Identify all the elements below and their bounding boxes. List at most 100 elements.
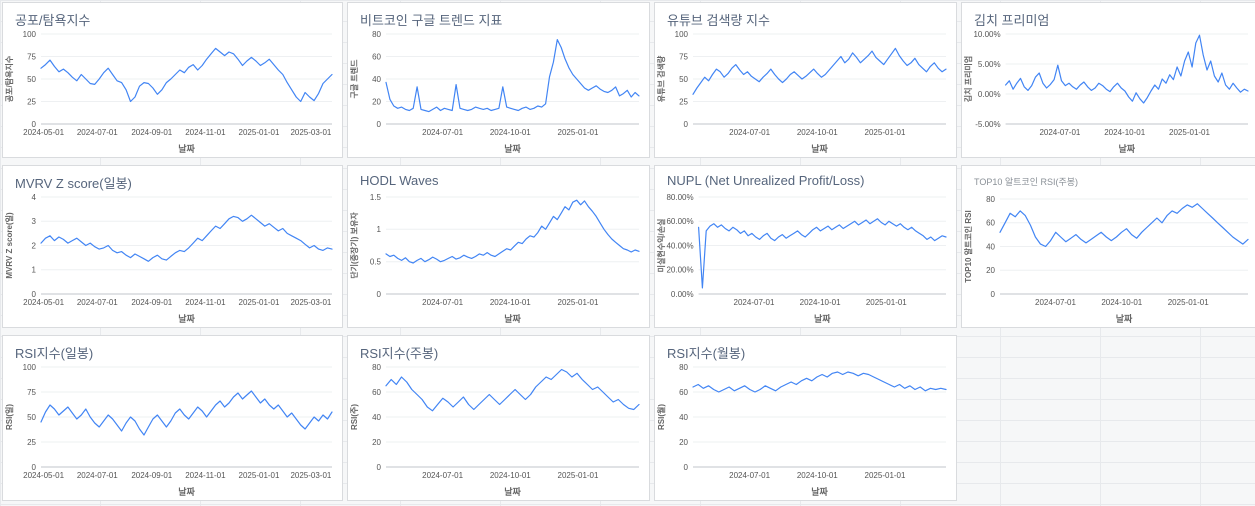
svg-text:2025-01-01: 2025-01-01 <box>558 471 599 480</box>
svg-text:5.00%: 5.00% <box>978 60 1001 69</box>
chart-title: 김치 프리미엄 <box>974 13 1050 28</box>
svg-text:2024-05-01: 2024-05-01 <box>23 298 64 307</box>
chart-title: NUPL (Net Unrealized Profit/Loss) <box>667 173 865 188</box>
svg-text:TOP10 알트코인 RSI: TOP10 알트코인 RSI <box>963 210 973 282</box>
chart-plot: 0 1 2 3 4 2024-05-01 2024-07-01 2024-09-01 2024-… <box>4 193 333 324</box>
chart-title: 유튜브 검색량 지수 <box>667 13 770 28</box>
chart-plot: 0 20 40 60 80 2024-07-01 2024-10-01 2025-01-01 날… <box>656 363 947 497</box>
svg-text:80.00%: 80.00% <box>666 193 693 202</box>
svg-text:60.00%: 60.00% <box>666 217 693 226</box>
svg-text:단기(중장기) 보유자: 단기(중장기) 보유자 <box>349 212 359 279</box>
svg-text:40: 40 <box>372 75 381 84</box>
svg-text:75: 75 <box>27 388 36 397</box>
svg-text:2025-01-01: 2025-01-01 <box>1168 298 1209 307</box>
svg-text:40: 40 <box>372 413 381 422</box>
svg-text:2025-01-01: 2025-01-01 <box>865 128 906 137</box>
chart-plot: 0 20 40 60 80 2024-07-01 2024-10-01 2025-01-01 날… <box>350 363 640 497</box>
svg-text:2024-10-01: 2024-10-01 <box>1104 128 1145 137</box>
svg-text:2025-01-01: 2025-01-01 <box>239 128 280 137</box>
svg-text:50: 50 <box>679 75 688 84</box>
chart-card-top10-altcoin-rsi-weekly[interactable]: TOP10 알트코인 RSI(주봉) 0 20 40 60 80 2024-07-01 20… <box>961 165 1255 328</box>
svg-text:40.00%: 40.00% <box>666 241 693 250</box>
chart-plot: 0 25 50 75 100 2024-05-01 2024-07-01 2024-09-01… <box>4 363 333 497</box>
svg-text:2024-10-01: 2024-10-01 <box>490 128 531 137</box>
svg-text:2024-09-01: 2024-09-01 <box>131 471 172 480</box>
svg-text:2024-07-01: 2024-07-01 <box>422 298 463 307</box>
chart-card-fear-greed-index[interactable]: 공포/탐욕지수 0 25 50 75 100 2024-05-01 2024-07-01 20… <box>2 2 343 158</box>
chart-card-rsi-monthly[interactable]: RSI지수(월봉) 0 20 40 60 80 2024-07-01 2024-10-01 2… <box>654 335 957 501</box>
svg-text:2024-07-01: 2024-07-01 <box>422 128 463 137</box>
chart-title: 공포/탐욕지수 <box>15 13 91 28</box>
svg-text:RSI(일): RSI(일) <box>4 404 14 430</box>
chart-card-hodl-waves[interactable]: HODL Waves 0 0.5 1 1.5 2024-07-01 2024-10-01 2… <box>347 165 650 328</box>
svg-text:2024-05-01: 2024-05-01 <box>23 471 64 480</box>
svg-text:2025-01-01: 2025-01-01 <box>1169 128 1210 137</box>
svg-text:50: 50 <box>27 413 36 422</box>
svg-text:2024-07-01: 2024-07-01 <box>77 298 118 307</box>
svg-text:2024-07-01: 2024-07-01 <box>729 128 770 137</box>
svg-text:100: 100 <box>23 30 37 39</box>
svg-text:0: 0 <box>684 463 689 472</box>
svg-text:0: 0 <box>991 290 996 299</box>
svg-text:2024-07-01: 2024-07-01 <box>1035 298 1076 307</box>
svg-text:김치 프리미엄: 김치 프리미엄 <box>963 56 973 102</box>
chart-title: RSI지수(주봉) <box>360 346 439 361</box>
svg-text:0: 0 <box>32 290 37 299</box>
svg-text:0: 0 <box>377 120 382 129</box>
svg-text:2025-01-01: 2025-01-01 <box>558 128 599 137</box>
svg-text:2: 2 <box>32 241 37 250</box>
chart-title: MVRV Z score(일봉) <box>15 176 132 191</box>
svg-text:2025-01-01: 2025-01-01 <box>866 298 907 307</box>
svg-text:100: 100 <box>23 363 37 372</box>
svg-text:75: 75 <box>27 52 36 61</box>
svg-text:2024-09-01: 2024-09-01 <box>131 128 172 137</box>
svg-text:2024-11-01: 2024-11-01 <box>185 128 226 137</box>
chart-card-mvrv-z-score-daily[interactable]: MVRV Z score(일봉) 0 1 2 3 4 2024-05-01 2024-07-… <box>2 165 343 328</box>
svg-text:구글 트렌드: 구글 트렌드 <box>349 59 359 99</box>
svg-text:2024-07-01: 2024-07-01 <box>77 128 118 137</box>
svg-text:0: 0 <box>32 120 37 129</box>
svg-text:MVRV Z score(일): MVRV Z score(일) <box>4 212 14 279</box>
chart-plot: 0 25 50 75 100 2024-05-01 2024-07-01 2024-09-01… <box>4 30 333 154</box>
svg-text:10.00%: 10.00% <box>973 30 1000 39</box>
chart-card-youtube-search-index[interactable]: 유튜브 검색량 지수 0 25 50 75 100 2024-07-01 2024-10-0… <box>654 2 957 158</box>
svg-text:2024-11-01: 2024-11-01 <box>185 471 226 480</box>
svg-text:60: 60 <box>372 52 381 61</box>
svg-text:0.00%: 0.00% <box>978 90 1001 99</box>
chart-card-rsi-daily[interactable]: RSI지수(일봉) 0 25 50 75 100 2024-05-01 2024-07-01… <box>2 335 343 501</box>
svg-text:60: 60 <box>372 388 381 397</box>
svg-text:2024-10-01: 2024-10-01 <box>797 471 838 480</box>
svg-text:80: 80 <box>372 363 381 372</box>
chart-card-nupl[interactable]: NUPL (Net Unrealized Profit/Loss) 0.00% 2… <box>654 165 957 328</box>
chart-plot: 0.00% 20.00% 40.00% 60.00% 80.00% 2024-07-01 2… <box>656 193 947 324</box>
svg-text:2024-07-01: 2024-07-01 <box>729 471 770 480</box>
svg-text:2024-10-01: 2024-10-01 <box>490 471 531 480</box>
svg-text:날짜: 날짜 <box>178 486 195 497</box>
svg-text:80: 80 <box>986 195 995 204</box>
svg-text:0: 0 <box>377 290 382 299</box>
svg-text:날짜: 날짜 <box>504 143 521 154</box>
svg-text:2024-07-01: 2024-07-01 <box>1039 128 1080 137</box>
svg-text:1.5: 1.5 <box>370 193 382 202</box>
svg-text:0: 0 <box>377 463 382 472</box>
svg-text:4: 4 <box>32 193 37 202</box>
chart-title: RSI지수(월봉) <box>667 346 746 361</box>
svg-text:80: 80 <box>372 30 381 39</box>
svg-text:2024-10-01: 2024-10-01 <box>797 128 838 137</box>
svg-text:2024-10-01: 2024-10-01 <box>490 298 531 307</box>
svg-text:공포/탐욕지수: 공포/탐욕지수 <box>4 55 14 102</box>
svg-text:25: 25 <box>27 438 36 447</box>
svg-text:2024-07-01: 2024-07-01 <box>77 471 118 480</box>
svg-text:2024-05-01: 2024-05-01 <box>23 128 64 137</box>
svg-text:날짜: 날짜 <box>811 486 828 497</box>
svg-text:25: 25 <box>679 97 688 106</box>
chart-card-kimchi-premium[interactable]: 김치 프리미엄 -5.00% 0.00% 5.00% 10.00% 2024-07-01… <box>961 2 1255 158</box>
svg-text:날짜: 날짜 <box>178 313 195 324</box>
chart-card-rsi-weekly[interactable]: RSI지수(주봉) 0 20 40 60 80 2024-07-01 2024-10-01 2… <box>347 335 650 501</box>
chart-title: HODL Waves <box>360 173 439 188</box>
chart-card-bitcoin-google-trend[interactable]: 비트코인 구글 트렌드 지표 0 20 40 60 80 2024-07-01 2024-1… <box>347 2 650 158</box>
svg-text:0: 0 <box>684 120 689 129</box>
svg-text:-5.00%: -5.00% <box>975 120 1000 129</box>
svg-text:2024-10-01: 2024-10-01 <box>800 298 841 307</box>
